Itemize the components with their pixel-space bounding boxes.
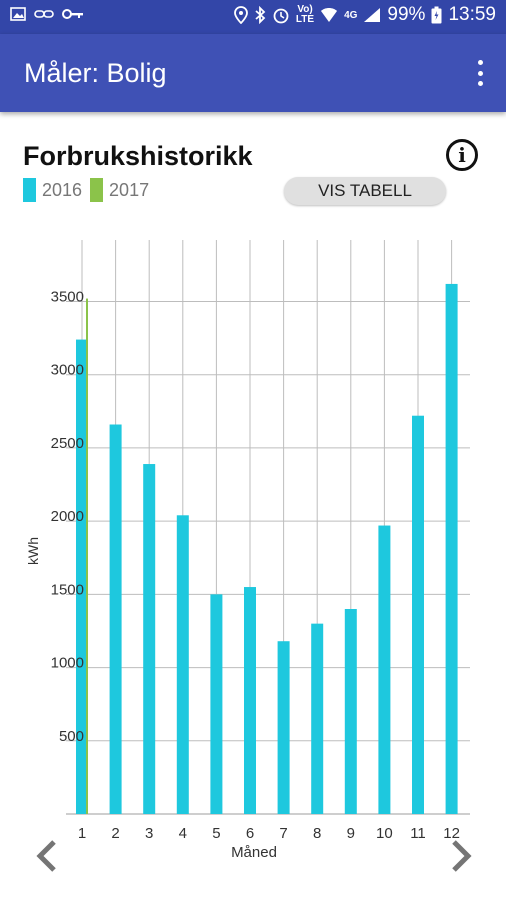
legend-swatch-2016 bbox=[23, 178, 36, 202]
bar-2016-7 bbox=[277, 641, 290, 814]
status-left-icons bbox=[10, 6, 84, 22]
x-tick-1: 1 bbox=[78, 825, 86, 842]
app-bar: Måler: Bolig bbox=[0, 34, 506, 112]
bar-2016-2 bbox=[109, 424, 122, 814]
show-table-button[interactable]: VIS TABELL bbox=[284, 177, 446, 205]
image-icon bbox=[10, 6, 26, 22]
volte-label-top: Vo) bbox=[297, 4, 313, 15]
x-tick-10: 10 bbox=[376, 825, 393, 842]
x-axis-title: Måned bbox=[231, 844, 277, 861]
more-vert-icon[interactable] bbox=[468, 56, 492, 90]
chevron-right-icon[interactable] bbox=[446, 836, 476, 876]
bar-2016-5 bbox=[210, 594, 223, 814]
y-tick-2000: 2000 bbox=[51, 508, 84, 525]
y-tick-2500: 2500 bbox=[51, 435, 84, 452]
legend-item-2017: 2017 bbox=[90, 178, 149, 202]
x-tick-11: 11 bbox=[410, 825, 426, 842]
clock: 13:59 bbox=[448, 4, 496, 25]
chart-legend: 2016 2017 bbox=[23, 178, 157, 202]
bar-2016-8 bbox=[311, 623, 324, 814]
x-tick-7: 7 bbox=[279, 825, 287, 842]
signal-icon bbox=[363, 7, 381, 23]
info-label: i bbox=[458, 143, 466, 167]
x-tick-6: 6 bbox=[246, 825, 254, 842]
volte-label-bottom: LTE bbox=[295, 14, 315, 25]
legend-swatch-2017 bbox=[90, 178, 104, 202]
wifi-icon bbox=[320, 7, 338, 23]
legend-item-2016: 2016 bbox=[23, 178, 82, 202]
y-tick-500: 500 bbox=[59, 728, 84, 745]
bar-2016-1 bbox=[76, 339, 88, 814]
y-tick-1500: 1500 bbox=[51, 581, 84, 598]
battery-percent: 99% bbox=[387, 4, 426, 25]
bluetooth-icon bbox=[254, 6, 266, 24]
net-label: 4G bbox=[344, 9, 358, 21]
alarm-icon bbox=[272, 6, 290, 24]
location-icon bbox=[234, 6, 248, 24]
x-tick-5: 5 bbox=[212, 825, 220, 842]
y-axis-title: kWh bbox=[25, 537, 41, 565]
status-bar: Vo) LTE 4G 99% 13:59 bbox=[0, 0, 506, 34]
bar-2016-10 bbox=[378, 525, 391, 814]
y-tick-3000: 3000 bbox=[51, 362, 84, 379]
x-tick-9: 9 bbox=[347, 825, 355, 842]
4g-icon: 4G bbox=[344, 10, 357, 21]
x-tick-12: 12 bbox=[443, 825, 460, 842]
x-tick-2: 2 bbox=[111, 825, 119, 842]
bar-2016-3 bbox=[143, 464, 156, 814]
bar-2016-9 bbox=[344, 609, 357, 814]
volte-icon: Vo) LTE bbox=[296, 5, 314, 25]
bar-2016-12 bbox=[445, 283, 458, 814]
legend-label-2016: 2016 bbox=[42, 179, 83, 200]
link-icon bbox=[34, 7, 54, 21]
key-icon bbox=[62, 7, 84, 21]
bar-2016-4 bbox=[176, 515, 189, 814]
bar-2016-6 bbox=[244, 587, 256, 814]
battery-icon bbox=[431, 6, 442, 24]
status-right-icons: Vo) LTE 4G 99% 13:59 bbox=[234, 4, 496, 26]
info-icon[interactable]: i bbox=[446, 139, 478, 171]
bar-2016-11 bbox=[412, 415, 424, 814]
x-tick-8: 8 bbox=[313, 825, 321, 842]
legend-label-2017: 2017 bbox=[109, 179, 150, 200]
page-title: Forbrukshistorikk bbox=[23, 141, 253, 171]
x-tick-4: 4 bbox=[179, 825, 187, 842]
x-tick-3: 3 bbox=[145, 825, 153, 842]
chevron-left-icon[interactable] bbox=[32, 836, 62, 876]
bar-2017-1 bbox=[86, 298, 88, 814]
y-tick-3500: 3500 bbox=[51, 289, 84, 306]
y-tick-1000: 1000 bbox=[51, 655, 84, 672]
app-title: Måler: Bolig bbox=[24, 58, 167, 88]
